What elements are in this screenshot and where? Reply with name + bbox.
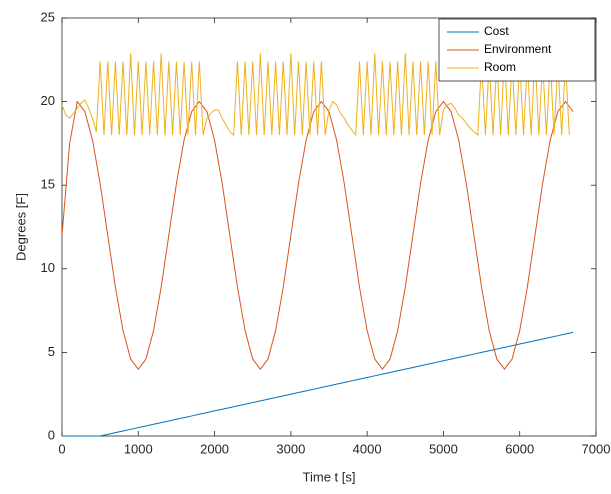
x-tick-label: 0 [58,441,65,456]
line [61,100,574,370]
x-tick-label: 6000 [505,441,534,456]
y-tick-label: 10 [41,260,55,275]
y-tick-label: 15 [41,177,55,192]
x-tick-label: 4000 [353,441,382,456]
y-tick-label: 20 [41,93,55,108]
y-tick-label: 25 [41,9,55,24]
x-tick-label: 2000 [200,441,229,456]
y-tick-label: 5 [48,344,55,359]
x-axis-label: Time t [s] [303,469,356,484]
line [62,331,574,437]
x-tick-label: 5000 [429,441,458,456]
y-axis-label: Degrees [F] [13,193,28,261]
x-tick-label: 3000 [276,441,305,456]
legend-label: Cost [484,24,509,38]
x-tick-label: 7000 [582,441,611,456]
legend: Cost Environment Room [438,18,596,82]
x-tick-label: 1000 [124,441,153,456]
y-tick-label: 0 [48,427,55,442]
line [61,53,570,137]
legend-label: Room [484,60,516,74]
legend-label: Environment [484,42,552,56]
